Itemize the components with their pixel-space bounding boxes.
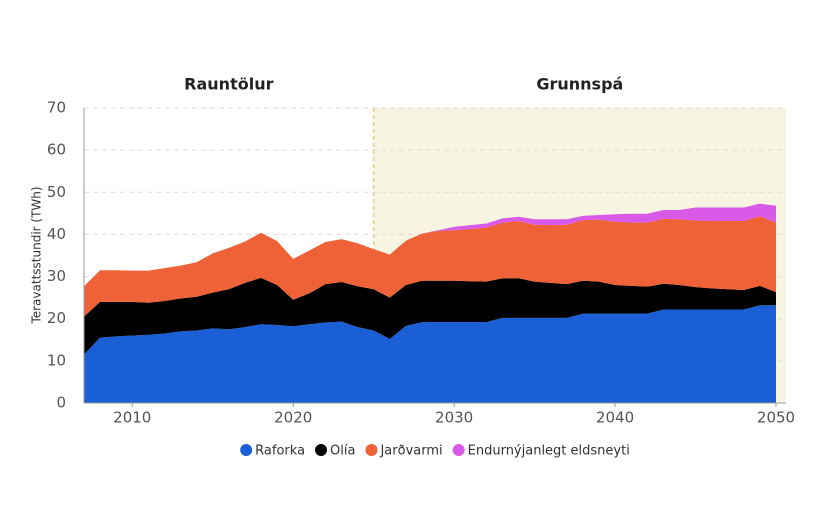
legend-swatch [240, 444, 253, 456]
y-tick-label: 10 [47, 351, 66, 369]
legend-swatch [315, 444, 328, 456]
area [84, 277, 776, 355]
legend-label: Olía [330, 444, 355, 459]
y-axis-label: Teravattsstundir (TWh) [30, 186, 44, 324]
legend-label: Raforka [255, 444, 305, 459]
y-tick-label: 20 [47, 309, 66, 327]
legend-swatch [365, 444, 378, 456]
region-label: Grunnspá [536, 75, 623, 94]
area [84, 216, 776, 317]
x-tick-label: 2030 [435, 409, 473, 427]
x-tick-label: 2020 [274, 409, 312, 427]
y-tick-label: 40 [47, 225, 66, 243]
legend-swatch [452, 444, 465, 456]
y-tick-label: 0 [56, 394, 66, 412]
x-tick-label: 2010 [113, 409, 151, 427]
area [84, 203, 776, 287]
y-tick-label: 30 [47, 267, 66, 285]
y-tick-label: 70 [47, 99, 66, 117]
x-tick-label: 2050 [757, 409, 795, 427]
area [84, 305, 776, 403]
legend: Raforka Olía Jarðvarmi Endurnýjanlegt eldsn… [240, 444, 630, 459]
region-label: Rauntölur [184, 75, 273, 94]
x-tick-label: 2040 [596, 409, 634, 427]
y-tick-label: 50 [47, 183, 66, 201]
legend-label: Endurnýjanlegt eldsneyti [468, 444, 630, 459]
y-tick-label: 60 [47, 141, 66, 159]
legend-label: Jarðvarmi [379, 444, 442, 459]
